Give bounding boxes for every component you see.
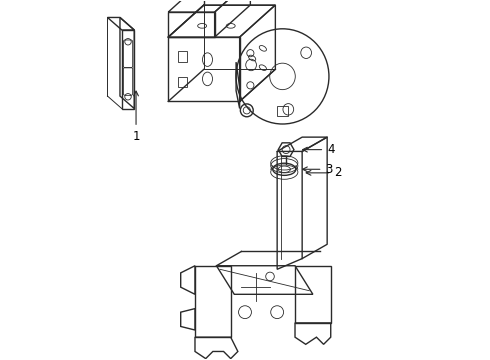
- Text: 1: 1: [132, 91, 140, 143]
- Text: 2: 2: [306, 166, 342, 179]
- Text: 3: 3: [303, 163, 333, 176]
- Text: 4: 4: [303, 143, 335, 156]
